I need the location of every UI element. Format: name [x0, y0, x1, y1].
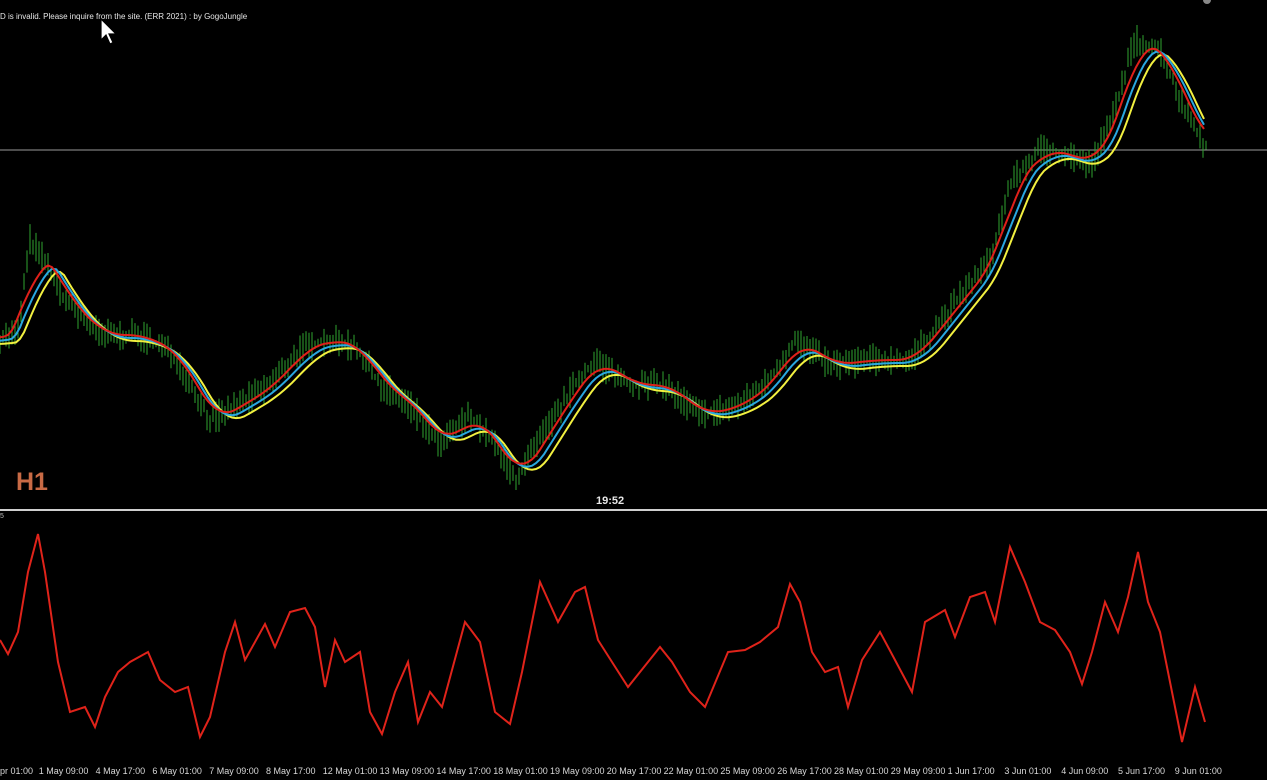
time-axis-label: 20 May 17:00 — [606, 766, 662, 776]
time-axis-label: 26 May 17:00 — [777, 766, 832, 776]
time-axis-label: 30 Apr 01:00 — [0, 766, 34, 776]
time-axis-label: 19 May 09:00 — [550, 766, 605, 776]
oscillator-chart[interactable] — [0, 512, 1267, 762]
time-axis-label: 22 May 01:00 — [663, 766, 719, 776]
time-axis-label: 14 May 17:00 — [436, 766, 491, 776]
mouse-pointer-icon — [100, 18, 118, 45]
moving-average-slow — [0, 53, 1205, 471]
time-axis-label: 4 Jun 09:00 — [1061, 766, 1109, 776]
time-axis-label: 18 May 01:00 — [493, 766, 548, 776]
time-axis-label: 1 May 09:00 — [38, 766, 89, 776]
time-axis-label: 25 May 09:00 — [720, 766, 775, 776]
time-axis-label: 29 May 09:00 — [890, 766, 946, 776]
window-control-icon[interactable] — [1203, 0, 1211, 4]
moving-average-fast — [0, 47, 1205, 465]
time-axis-label: 6 May 01:00 — [152, 766, 202, 776]
time-axis-label: 7 May 09:00 — [209, 766, 259, 776]
error-message: D is invalid. Please inquire from the si… — [0, 12, 248, 21]
time-axis-label: 13 May 09:00 — [379, 766, 435, 776]
time-axis-label: 3 Jun 01:00 — [1004, 766, 1052, 776]
time-axis-label: 28 May 01:00 — [834, 766, 889, 776]
oscillator-line — [0, 533, 1206, 743]
time-axis-label: 8 May 17:00 — [266, 766, 316, 776]
sub-window-scale-label: 5 — [0, 513, 4, 520]
time-axis-label: 5 Jun 17:00 — [1118, 766, 1166, 776]
timeframe-label: H1 — [16, 468, 48, 496]
moving-average-mid — [0, 50, 1205, 468]
time-axis: 30 Apr 01:00 1 May 09:00 4 May 17:00 6 May … — [0, 762, 1267, 780]
window-separator[interactable] — [0, 509, 1267, 511]
time-axis-label: 12 May 01:00 — [322, 766, 378, 776]
time-axis-label: 4 May 17:00 — [95, 766, 146, 776]
time-axis-label: 9 Jun 01:00 — [1174, 766, 1222, 776]
price-chart[interactable] — [0, 0, 1267, 509]
price-bars — [0, 25, 1207, 490]
time-axis-label: 1 Jun 17:00 — [947, 766, 995, 776]
candle-clock: 19:52 — [596, 495, 625, 507]
